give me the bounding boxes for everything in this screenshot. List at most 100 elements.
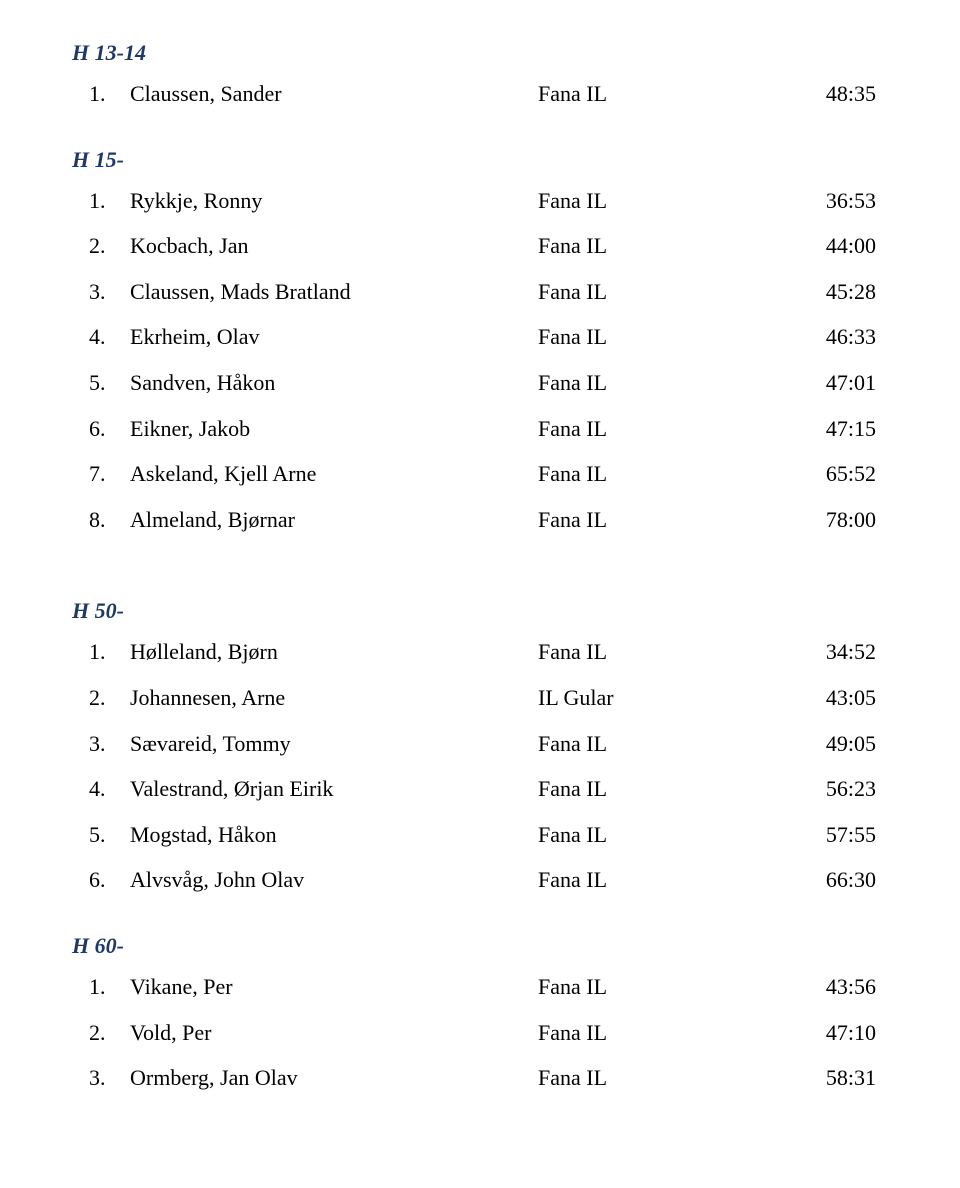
club-name: Fana IL [538, 506, 788, 535]
club-name: IL Gular [538, 684, 788, 713]
athlete-name: Almeland, Bjørnar [110, 506, 538, 535]
result-row: 7.Askeland, Kjell ArneFana IL65:52 [72, 460, 888, 489]
rank-dot: . [100, 460, 110, 489]
rank: 2 [72, 684, 100, 713]
rank-dot: . [100, 187, 110, 216]
athlete-name: Askeland, Kjell Arne [110, 460, 538, 489]
result-row: 8.Almeland, BjørnarFana IL78:00 [72, 506, 888, 535]
rank: 7 [72, 460, 100, 489]
results-section: H 60-1.Vikane, PerFana IL43:562.Vold, Pe… [72, 933, 888, 1093]
rank: 1 [72, 638, 100, 667]
rank-dot: . [100, 506, 110, 535]
club-name: Fana IL [538, 460, 788, 489]
result-row: 3.Ormberg, Jan OlavFana IL58:31 [72, 1064, 888, 1093]
result-time: 78:00 [788, 506, 876, 535]
result-row: 6.Alvsvåg, John OlavFana IL66:30 [72, 866, 888, 895]
athlete-name: Mogstad, Håkon [110, 821, 538, 850]
rank: 3 [72, 1064, 100, 1093]
athlete-name: Eikner, Jakob [110, 415, 538, 444]
result-row: 5.Sandven, HåkonFana IL47:01 [72, 369, 888, 398]
rank: 4 [72, 323, 100, 352]
athlete-name: Claussen, Sander [110, 80, 538, 109]
club-name: Fana IL [538, 187, 788, 216]
result-time: 57:55 [788, 821, 876, 850]
club-name: Fana IL [538, 1064, 788, 1093]
rank-dot: . [100, 775, 110, 804]
rank-dot: . [100, 638, 110, 667]
club-name: Fana IL [538, 638, 788, 667]
result-time: 58:31 [788, 1064, 876, 1093]
athlete-name: Sævareid, Tommy [110, 730, 538, 759]
result-time: 36:53 [788, 187, 876, 216]
result-time: 56:23 [788, 775, 876, 804]
result-time: 48:35 [788, 80, 876, 109]
result-time: 66:30 [788, 866, 876, 895]
athlete-name: Valestrand, Ørjan Eirik [110, 775, 538, 804]
rank-dot: . [100, 80, 110, 109]
rank: 6 [72, 866, 100, 895]
result-time: 43:56 [788, 973, 876, 1002]
rank: 1 [72, 80, 100, 109]
result-time: 47:01 [788, 369, 876, 398]
result-time: 47:10 [788, 1019, 876, 1048]
athlete-name: Vikane, Per [110, 973, 538, 1002]
result-row: 2.Kocbach, JanFana IL44:00 [72, 232, 888, 261]
club-name: Fana IL [538, 232, 788, 261]
rank: 4 [72, 775, 100, 804]
rank-dot: . [100, 1019, 110, 1048]
athlete-name: Rykkje, Ronny [110, 187, 538, 216]
rank: 5 [72, 821, 100, 850]
result-time: 46:33 [788, 323, 876, 352]
result-time: 47:15 [788, 415, 876, 444]
results-container: H 13-141.Claussen, SanderFana IL48:35H 1… [72, 40, 888, 1093]
result-row: 1.Hølleland, BjørnFana IL34:52 [72, 638, 888, 667]
section-heading: H 13-14 [72, 40, 888, 66]
club-name: Fana IL [538, 80, 788, 109]
results-section: H 50-1.Hølleland, BjørnFana IL34:522.Joh… [72, 598, 888, 895]
athlete-name: Ormberg, Jan Olav [110, 1064, 538, 1093]
club-name: Fana IL [538, 866, 788, 895]
athlete-name: Hølleland, Bjørn [110, 638, 538, 667]
rank-dot: . [100, 369, 110, 398]
section-heading: H 50- [72, 598, 888, 624]
athlete-name: Kocbach, Jan [110, 232, 538, 261]
result-time: 43:05 [788, 684, 876, 713]
result-time: 44:00 [788, 232, 876, 261]
rank: 8 [72, 506, 100, 535]
athlete-name: Johannesen, Arne [110, 684, 538, 713]
rank: 3 [72, 278, 100, 307]
result-row: 5.Mogstad, HåkonFana IL57:55 [72, 821, 888, 850]
rank: 5 [72, 369, 100, 398]
rank-dot: . [100, 684, 110, 713]
result-time: 45:28 [788, 278, 876, 307]
result-row: 2.Johannesen, ArneIL Gular43:05 [72, 684, 888, 713]
result-row: 3.Claussen, Mads BratlandFana IL45:28 [72, 278, 888, 307]
club-name: Fana IL [538, 369, 788, 398]
result-row: 6.Eikner, JakobFana IL47:15 [72, 415, 888, 444]
result-time: 34:52 [788, 638, 876, 667]
rank-dot: . [100, 323, 110, 352]
rank: 2 [72, 1019, 100, 1048]
club-name: Fana IL [538, 1019, 788, 1048]
result-row: 1.Rykkje, RonnyFana IL36:53 [72, 187, 888, 216]
rank: 1 [72, 973, 100, 1002]
result-row: 4.Ekrheim, OlavFana IL46:33 [72, 323, 888, 352]
result-row: 1.Claussen, SanderFana IL48:35 [72, 80, 888, 109]
club-name: Fana IL [538, 730, 788, 759]
rank-dot: . [100, 730, 110, 759]
athlete-name: Alvsvåg, John Olav [110, 866, 538, 895]
athlete-name: Sandven, Håkon [110, 369, 538, 398]
results-section: H 15- 1.Rykkje, RonnyFana IL36:53 2.Kocbac… [72, 147, 888, 535]
result-time: 65:52 [788, 460, 876, 489]
result-row: 1.Vikane, PerFana IL43:56 [72, 973, 888, 1002]
club-name: Fana IL [538, 973, 788, 1002]
rank-dot: . [100, 1064, 110, 1093]
athlete-name: Claussen, Mads Bratland [110, 278, 538, 307]
club-name: Fana IL [538, 415, 788, 444]
section-heading: H 15- [72, 147, 888, 173]
club-name: Fana IL [538, 775, 788, 804]
rank: 3 [72, 730, 100, 759]
rank-dot: . [100, 821, 110, 850]
rank-dot: . [100, 232, 110, 261]
results-section: H 13-14 1.Claussen, SanderFana IL48:35 [72, 40, 888, 109]
